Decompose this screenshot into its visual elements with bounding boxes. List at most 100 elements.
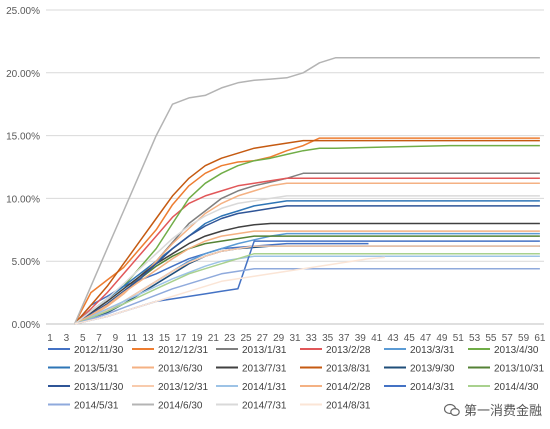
legend-item: 2013/8/31	[300, 364, 371, 375]
x-tick-label: 21	[208, 333, 220, 344]
legend-label: 2013/1/31	[242, 345, 287, 356]
x-tick-label: 49	[436, 333, 448, 344]
legend-label: 2013/2/28	[326, 345, 371, 356]
x-tick-label: 33	[306, 333, 318, 344]
legend-label: 2014/8/31	[326, 401, 371, 412]
legend-label: 2014/7/31	[242, 401, 287, 412]
x-tick-label: 57	[502, 333, 514, 344]
x-tick-label: 51	[453, 333, 465, 344]
x-tick-label: 39	[355, 333, 367, 344]
legend-label: 2014/3/31	[410, 382, 455, 393]
series-lines	[73, 56, 540, 325]
legend-item: 2014/8/31	[300, 401, 371, 412]
y-tick-label: 10.00%	[6, 194, 40, 205]
legend-label: 2012/12/31	[158, 345, 208, 356]
legend-item: 2013/12/31	[132, 382, 208, 393]
x-tick-label: 25	[240, 333, 252, 344]
x-tick-label: 11	[127, 333, 138, 344]
legend-item: 2013/6/30	[132, 364, 203, 375]
legend-item: 2013/1/31	[216, 345, 287, 356]
x-tick-label: 41	[371, 333, 383, 344]
legend-label: 2014/1/31	[242, 382, 287, 393]
x-tick-label: 7	[96, 333, 102, 344]
series-line-2014-5-31	[74, 267, 540, 325]
series-line-2014-2-28	[74, 230, 540, 325]
legend-label: 2013/9/30	[410, 364, 455, 375]
legend-label: 2013/6/30	[158, 364, 203, 375]
legend-item: 2014/5/31	[48, 401, 119, 412]
legend-item: 2013/2/28	[300, 345, 371, 356]
x-tick-label: 5	[80, 333, 86, 344]
y-tick-label: 20.00%	[6, 69, 40, 80]
x-tick-label: 17	[175, 333, 187, 344]
series-line-2013-8-31	[74, 139, 540, 325]
x-tick-label: 31	[289, 333, 301, 344]
x-tick-label: 13	[142, 333, 154, 344]
legend-label: 2013/10/31	[494, 364, 544, 375]
wechat-icon	[443, 403, 460, 416]
y-tick-label: 25.00%	[6, 6, 40, 17]
series-line-2014-7-31	[74, 195, 540, 325]
x-tick-label: 23	[224, 333, 236, 344]
legend: 2012/11/30 2012/12/31 2013/1/31 2013/2/28 20…	[48, 345, 544, 412]
series-line-2014-1-31	[74, 255, 540, 325]
x-tick-label: 3	[64, 333, 70, 344]
legend-label: 2014/4/30	[494, 382, 539, 393]
legend-label: 2014/2/28	[326, 382, 371, 393]
x-tick-label: 9	[113, 333, 119, 344]
x-tick-label: 19	[191, 333, 203, 344]
legend-label: 2013/11/30	[74, 382, 124, 393]
watermark-text: 第一消费金融	[463, 404, 542, 419]
series-line-2014-6-30	[73, 56, 540, 325]
series-line-2014-4-30	[74, 252, 540, 325]
legend-item: 2014/3/31	[384, 382, 455, 393]
legend-label: 2013/7/31	[242, 364, 287, 375]
series-line-2013-12-31	[74, 245, 540, 325]
x-tick-label: 59	[518, 333, 530, 344]
legend-item: 2013/5/31	[48, 364, 119, 375]
x-tick-label: 47	[420, 333, 432, 344]
y-tick-label: 15.00%	[6, 132, 40, 143]
legend-label: 2013/8/31	[326, 364, 371, 375]
series-line-2013-7-31	[74, 222, 540, 325]
x-tick-label: 35	[322, 333, 334, 344]
legend-item: 2014/1/31	[216, 382, 287, 393]
x-tick-label: 61	[534, 333, 546, 344]
legend-item: 2014/6/30	[132, 401, 203, 412]
series-line-2014-8-31	[74, 256, 385, 325]
legend-item: 2013/7/31	[216, 364, 287, 375]
legend-label: 2014/6/30	[158, 401, 203, 412]
legend-label: 2013/3/31	[410, 345, 455, 356]
x-tick-label: 43	[387, 333, 399, 344]
x-tick-label: 27	[257, 333, 269, 344]
y-tick-label: 5.00%	[12, 257, 40, 268]
legend-item: 2014/7/31	[216, 401, 287, 412]
x-tick-label: 45	[404, 333, 416, 344]
legend-label: 2013/4/30	[494, 345, 539, 356]
x-tick-label: 15	[159, 333, 171, 344]
x-tick-label: 37	[338, 333, 350, 344]
legend-label: 2013/5/31	[74, 364, 119, 375]
legend-label: 2013/12/31	[158, 382, 208, 393]
legend-item: 2012/12/31	[132, 345, 208, 356]
legend-label: 2014/5/31	[74, 401, 119, 412]
legend-item: 2013/9/30	[384, 364, 455, 375]
legend-item: 2013/11/30	[48, 382, 124, 393]
y-tick-label: 0.00%	[12, 320, 40, 331]
legend-item: 2013/4/30	[468, 345, 539, 356]
axes: 0.00%5.00%10.00%15.00%20.00%25.00%1 3 5 7 9 1…	[6, 6, 546, 344]
x-tick-label: 1	[47, 333, 53, 344]
x-tick-label: 29	[273, 333, 285, 344]
series-line-2013-2-28	[74, 177, 540, 325]
legend-item: 2014/2/28	[300, 382, 371, 393]
watermark: 第一消费金融	[443, 400, 542, 419]
legend-item: 2013/3/31	[384, 345, 455, 356]
legend-item: 2012/11/30	[48, 345, 124, 356]
x-tick-label: 53	[469, 333, 481, 344]
series-line-2013-11-30	[74, 205, 540, 325]
legend-label: 2012/11/30	[74, 345, 124, 356]
series-line-2013-6-30	[74, 182, 540, 325]
legend-item: 2013/10/31	[468, 364, 544, 375]
